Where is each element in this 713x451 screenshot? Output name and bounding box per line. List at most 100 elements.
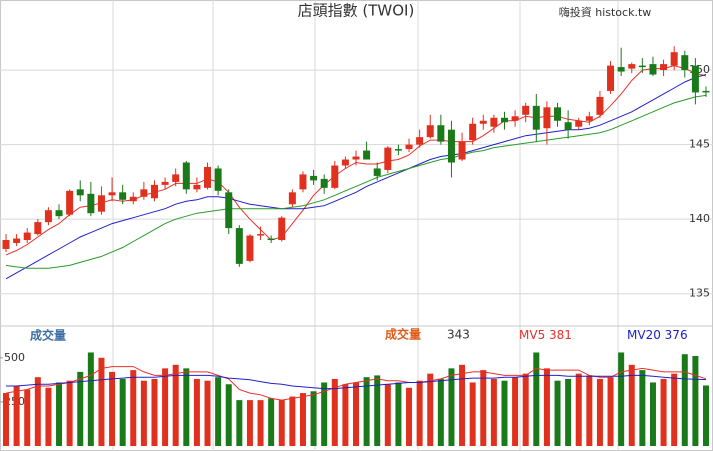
volume-bar <box>671 373 678 446</box>
candle-body <box>193 184 201 190</box>
candle-body <box>119 192 127 200</box>
volume-bar <box>618 352 625 446</box>
candle-body <box>204 166 212 188</box>
candle-body <box>331 165 339 188</box>
ma-line <box>5 94 707 269</box>
volume-bar <box>34 377 41 446</box>
volume-bar <box>596 378 603 446</box>
volume-bar <box>310 391 317 446</box>
volume-bar <box>501 380 508 446</box>
candle-body <box>575 120 583 127</box>
candle-body <box>129 196 137 202</box>
candle-body <box>140 189 148 197</box>
volume-bar <box>45 387 52 446</box>
ma-line <box>5 74 707 280</box>
candle-body <box>363 150 371 160</box>
volume-bar <box>140 380 147 446</box>
legend-value: 381 <box>549 328 572 342</box>
candle-body <box>585 116 593 121</box>
volume-bar <box>289 396 296 446</box>
volume-bar <box>459 364 466 446</box>
candle-body <box>288 192 296 205</box>
candle-body <box>554 107 562 121</box>
volume-bar <box>98 357 105 446</box>
volume-bar <box>681 354 688 446</box>
candle-body <box>66 190 74 215</box>
candle-body <box>373 168 381 176</box>
volume-bar <box>236 400 243 446</box>
volume-bar <box>225 384 232 446</box>
volume-bar <box>586 375 593 446</box>
panel-title: 成交量 <box>30 328 66 343</box>
volume-bar <box>692 356 699 446</box>
chart-title: 店頭指數 (TWOI) <box>298 2 415 20</box>
candle-body <box>55 210 63 217</box>
legend-label: 成交量 <box>385 327 421 342</box>
candle-body <box>405 144 413 150</box>
candle-body <box>416 137 424 145</box>
candle-body <box>437 125 445 142</box>
candle-body <box>458 141 466 160</box>
candle-body <box>235 228 243 264</box>
volume-bar <box>533 352 540 446</box>
legend-value: 343 <box>447 328 470 342</box>
volume-bar <box>342 384 349 446</box>
candle-body <box>469 123 477 141</box>
candle-body <box>490 117 498 127</box>
candle-body <box>522 105 530 115</box>
candle-body <box>607 65 615 91</box>
volume-bar <box>416 380 423 446</box>
volume-bar <box>512 377 519 446</box>
volume-bar <box>268 398 275 446</box>
volume-bar <box>193 378 200 446</box>
volume-bar <box>363 377 370 446</box>
volume-bar <box>257 400 264 446</box>
ma-line <box>5 366 707 401</box>
volume-bar <box>278 400 285 446</box>
volume-bar <box>406 387 413 446</box>
volume-bar <box>395 382 402 446</box>
candle-body <box>426 125 434 138</box>
volume-bar <box>331 378 338 446</box>
volume-bar <box>628 364 635 446</box>
volume-bar <box>183 368 190 446</box>
legend-name: MV5 <box>519 328 545 342</box>
volume-bar <box>87 352 94 446</box>
volume-bar <box>374 375 381 446</box>
ma-line <box>6 374 707 390</box>
candle-body <box>150 184 158 199</box>
candle-body <box>596 96 604 115</box>
volume-bar <box>24 389 31 446</box>
candle-body <box>511 116 519 121</box>
volume-bar <box>246 400 253 446</box>
candle-body <box>97 195 105 212</box>
volume-bar <box>119 378 126 446</box>
y-tick-label: 500 <box>4 351 25 364</box>
y-tick-label: 135 <box>689 287 710 300</box>
candle-body <box>172 174 180 182</box>
volume-bar <box>703 385 709 446</box>
volume-bar <box>565 378 572 446</box>
volume-bar <box>299 393 306 446</box>
volume-bar <box>469 382 476 446</box>
candle-body <box>341 159 349 166</box>
volume-bar <box>639 370 646 446</box>
candle-body <box>320 178 328 188</box>
legend-value: 376 <box>665 328 688 342</box>
legend-entry: MV5 381 <box>519 328 572 342</box>
volume-bar <box>660 378 667 446</box>
volume-bar <box>384 384 391 446</box>
volume-bar <box>215 377 222 446</box>
brand: 嗨投資 histock.tw <box>559 5 652 19</box>
volume-bar <box>575 373 582 446</box>
candle-body <box>76 189 84 196</box>
volume-bar <box>554 380 561 446</box>
candle-body <box>87 193 95 214</box>
candle-body <box>13 238 21 244</box>
candle-body <box>479 120 487 124</box>
legend-entry: MV20 376 <box>627 328 688 342</box>
candle-body <box>564 122 572 130</box>
candle-body <box>543 107 551 129</box>
candle-body <box>2 240 10 249</box>
